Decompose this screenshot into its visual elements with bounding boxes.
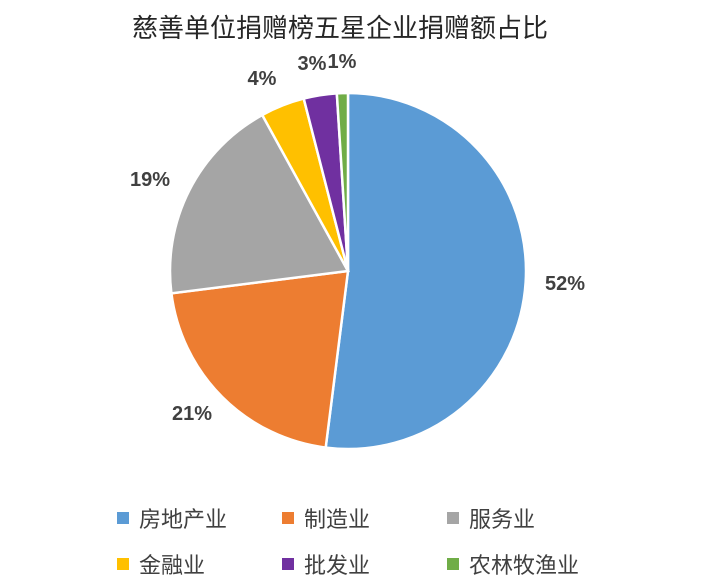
legend-item-1: 房地产业 <box>117 502 282 534</box>
legend-swatch <box>447 512 459 524</box>
pie-slice-6 <box>335 91 350 272</box>
legend-item-5: 批发业 <box>282 548 447 580</box>
legend-label: 批发业 <box>304 554 371 579</box>
legend-label: 房地产业 <box>139 508 228 533</box>
legend-swatch <box>447 558 459 570</box>
data-label-4: 4% <box>248 68 277 90</box>
data-label-2: 21% <box>172 403 212 425</box>
legend-swatch <box>282 512 294 524</box>
chart-title: 慈善单位捐赠榜五星企业捐赠额占比 <box>131 14 548 44</box>
legend-label: 农林牧渔业 <box>469 554 580 579</box>
data-label-3: 19% <box>130 169 170 191</box>
legend-item-6: 农林牧渔业 <box>447 548 647 580</box>
pie-slice-2 <box>170 269 350 449</box>
pie-chart: 52% 21% 19% 4% 3% 1% <box>130 51 585 451</box>
pie-slice-1 <box>324 91 528 451</box>
legend-label: 金融业 <box>139 554 206 579</box>
pie-slice-3 <box>168 113 350 295</box>
legend-swatch <box>117 512 129 524</box>
legend-swatch <box>282 558 294 570</box>
data-label-5: 3% <box>298 53 327 75</box>
legend-item-3: 服务业 <box>447 502 647 534</box>
legend-label: 服务业 <box>469 508 536 533</box>
legend-item-2: 制造业 <box>282 502 447 534</box>
legend-item-4: 金融业 <box>117 548 282 580</box>
legend: 房地产业 制造业 服务业金融业 批发业 农林牧渔业 <box>117 502 677 580</box>
data-label-6: 1% <box>328 51 357 73</box>
legend-label: 制造业 <box>304 508 371 533</box>
data-label-1: 52% <box>545 273 585 295</box>
legend-swatch <box>117 558 129 570</box>
